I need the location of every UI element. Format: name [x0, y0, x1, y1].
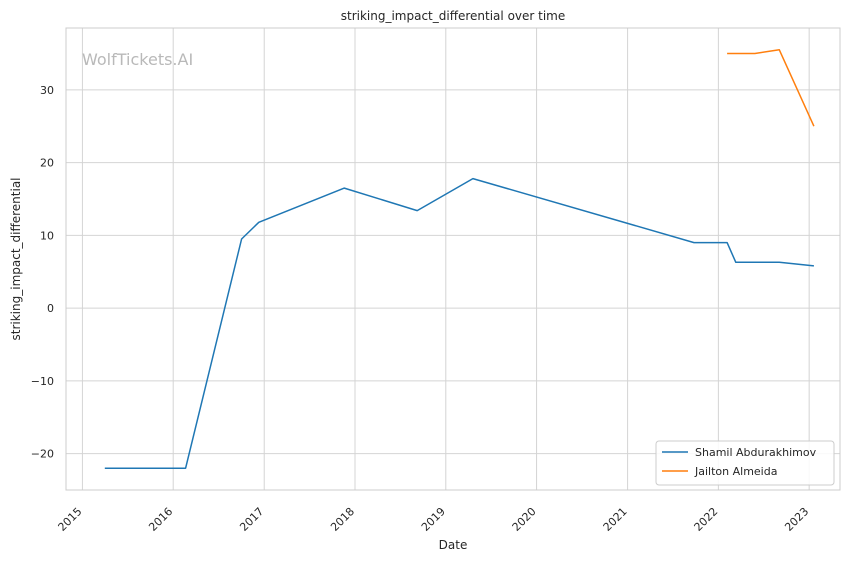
y-tick-label: 30 [40, 84, 54, 97]
x-tick-label: 2023 [782, 505, 811, 534]
x-tick-label: 2016 [146, 505, 175, 534]
y-tick-label: 20 [40, 157, 54, 170]
y-tick-labels: −20 −10 0 10 20 30 [31, 84, 54, 461]
x-tick-label: 2018 [328, 505, 357, 534]
x-tick-label: 2020 [510, 505, 539, 534]
y-tick-label: −10 [31, 375, 54, 388]
legend-box [655, 440, 835, 486]
x-tick-label: 2015 [56, 505, 85, 534]
legend-label-jailton-almeida: Jailton Almeida [694, 465, 777, 478]
series-lines [104, 49, 815, 469]
x-tick-label: 2022 [692, 505, 721, 534]
plot-area [66, 28, 840, 490]
x-tick-label: 2021 [601, 505, 630, 534]
y-tick-label: 10 [40, 229, 54, 242]
x-tick-label: 2019 [419, 505, 448, 534]
watermark: WolfTickets.AI [82, 50, 193, 69]
legend: Shamil Abdurakhimov Jailton Almeida [655, 440, 835, 486]
y-axis-title: striking_impact_differential [9, 177, 23, 340]
x-tick-labels: 2015 2016 2017 2018 2019 2020 2021 2022 2023 [56, 505, 812, 534]
chart-title: striking_impact_differential over time [341, 9, 566, 23]
series-line-jailton-almeida [727, 49, 815, 127]
y-tick-label: 0 [47, 302, 54, 315]
x-axis-title: Date [439, 538, 468, 552]
plot-frame [65, 27, 841, 491]
y-tick-label: −20 [31, 448, 54, 461]
legend-label-shamil-abdurakhimov: Shamil Abdurakhimov [695, 446, 817, 459]
series-line-shamil-abdurakhimov [104, 177, 814, 469]
x-tick-label: 2017 [237, 505, 266, 534]
